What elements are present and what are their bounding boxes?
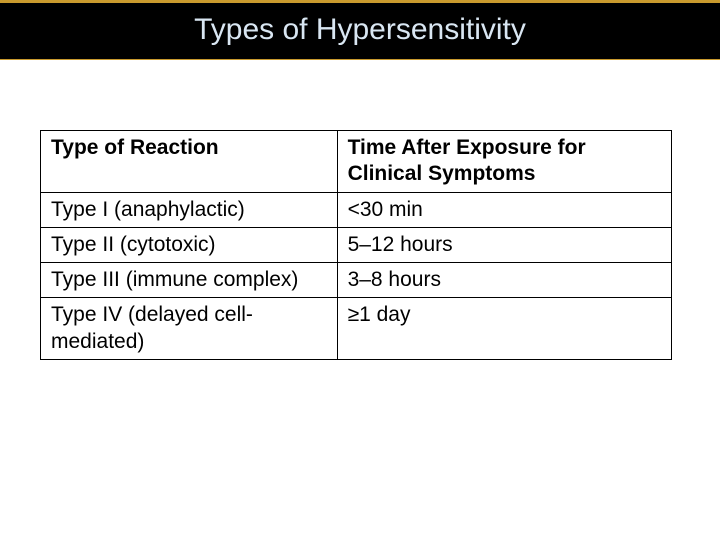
cell-reaction: Type IV (delayed cell-mediated) — [41, 298, 338, 360]
title-band: Types of Hypersensitivity — [0, 0, 720, 60]
table-row: Type II (cytotoxic) 5–12 hours — [41, 227, 672, 262]
hypersensitivity-table: Type of Reaction Time After Exposure for… — [40, 130, 672, 360]
cell-time: ≥1 day — [337, 298, 671, 360]
cell-time: 5–12 hours — [337, 227, 671, 262]
cell-reaction: Type III (immune complex) — [41, 263, 338, 298]
hypersensitivity-table-wrap: Type of Reaction Time After Exposure for… — [40, 130, 672, 360]
cell-reaction: Type II (cytotoxic) — [41, 227, 338, 262]
cell-time: <30 min — [337, 192, 671, 227]
cell-time: 3–8 hours — [337, 263, 671, 298]
col-header-time: Time After Exposure for Clinical Symptom… — [337, 131, 671, 193]
table-row: Type III (immune complex) 3–8 hours — [41, 263, 672, 298]
slide: Types of Hypersensitivity Type of Reacti… — [0, 0, 720, 540]
slide-title: Types of Hypersensitivity — [0, 13, 720, 47]
table-row: Type IV (delayed cell-mediated) ≥1 day — [41, 298, 672, 360]
cell-reaction: Type I (anaphylactic) — [41, 192, 338, 227]
table-row: Type I (anaphylactic) <30 min — [41, 192, 672, 227]
table-header-row: Type of Reaction Time After Exposure for… — [41, 131, 672, 193]
col-header-reaction: Type of Reaction — [41, 131, 338, 193]
